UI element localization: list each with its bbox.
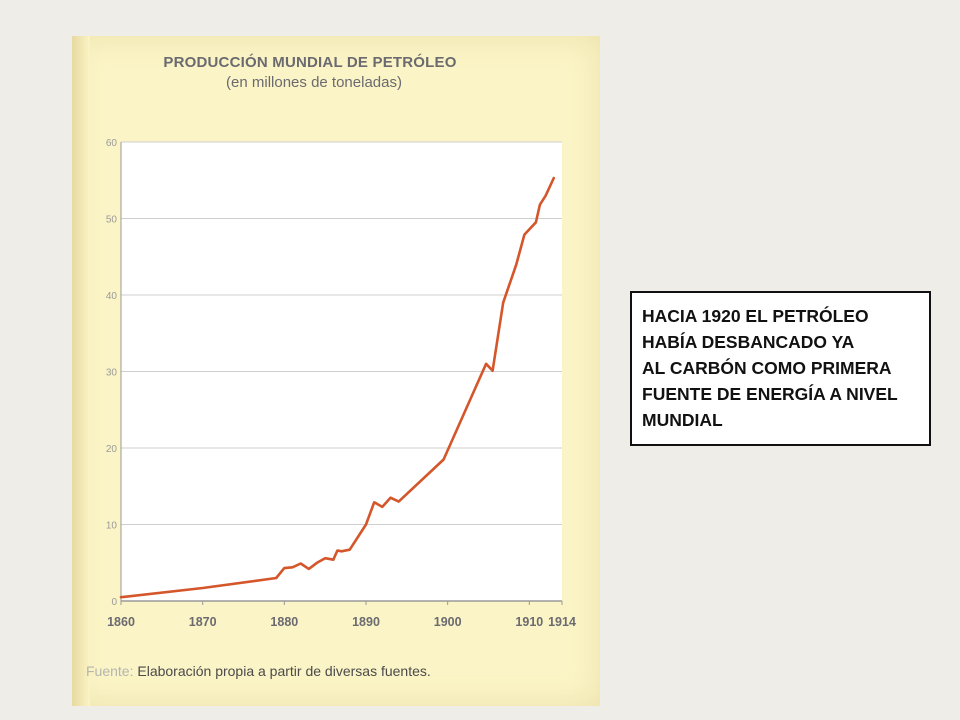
y-tick-label: 40 — [106, 291, 118, 302]
series-layer — [119, 176, 556, 599]
callout-box: HACIA 1920 EL PETRÓLEO HABÍA DESBANCADO … — [630, 291, 931, 446]
series-line — [119, 176, 556, 599]
callout-line: MUNDIAL — [642, 410, 723, 430]
y-tick-label: 50 — [106, 215, 118, 226]
source-text: Elaboración propia a partir de diversas … — [133, 663, 431, 679]
callout-line: HACIA 1920 EL PETRÓLEO — [642, 306, 869, 326]
x-tick-label: 1890 — [352, 615, 380, 629]
chart-title: PRODUCCIÓN MUNDIAL DE PETRÓLEO — [163, 54, 457, 71]
source-label: Fuente: — [86, 663, 134, 679]
callout-line: FUENTE DE ENERGÍA A NIVEL — [642, 384, 898, 404]
y-tick-label: 60 — [106, 138, 118, 149]
y-tick-label: 30 — [106, 368, 118, 379]
x-tick-label: 1900 — [434, 615, 462, 629]
callout-line: HABÍA DESBANCADO YA — [642, 332, 855, 352]
y-tick-label: 0 — [111, 597, 117, 608]
grid-lines — [120, 141, 563, 605]
x-tick-label: 1860 — [107, 615, 135, 629]
x-tick-labels: 1860 1870 1880 1890 1900 1910 1914 — [107, 615, 576, 629]
y-tick-label: 10 — [106, 521, 118, 532]
x-tick-label: 1870 — [189, 615, 217, 629]
callout-line: AL CARBÓN COMO PRIMERA — [642, 358, 892, 378]
page-edge-shadow — [72, 36, 90, 706]
chart-subtitle: (en millones de toneladas) — [226, 74, 402, 91]
y-tick-labels: 0 10 20 30 40 50 60 — [106, 138, 118, 608]
source-note: Fuente: Elaboración propia a partir de d… — [86, 663, 431, 679]
x-tick-label: 1880 — [270, 615, 298, 629]
x-tick-label: 1910 — [515, 615, 543, 629]
x-tick-label: 1914 — [548, 615, 576, 629]
y-tick-label: 20 — [106, 444, 118, 455]
